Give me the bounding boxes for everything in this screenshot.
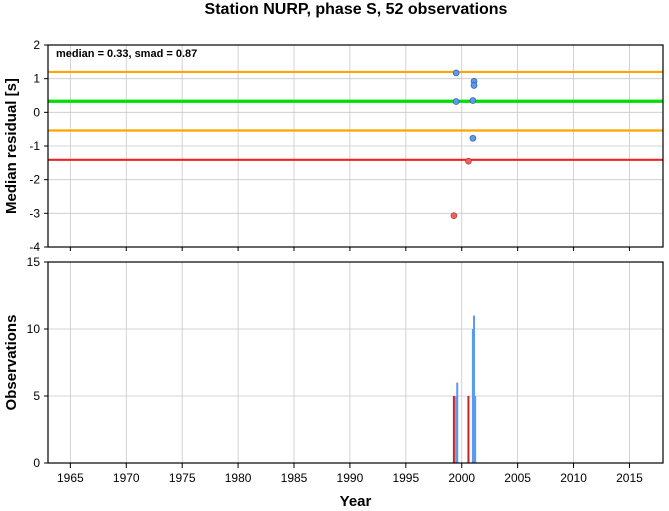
year-x-tick-label: 1990 bbox=[337, 471, 364, 485]
year-x-ticks: 1965 1970 1975 1980 1985 1990 1995 2000 2005 2010… bbox=[57, 463, 643, 485]
outlier-point bbox=[450, 212, 458, 219]
year-x-tick-label: 1980 bbox=[225, 471, 252, 485]
year-x-tick-label: 1970 bbox=[113, 471, 140, 485]
observation-bar bbox=[455, 396, 458, 463]
year-x-tick-label: 1975 bbox=[169, 471, 196, 485]
observations-plot-frame bbox=[47, 261, 664, 464]
residual-panel: -4 -3 -2 -1 0 1 2 median = 0.33, smad = 0.87 M… bbox=[3, 38, 664, 254]
residual-point bbox=[469, 134, 477, 142]
residual-y-tick-label: -1 bbox=[29, 139, 40, 153]
observations-bars bbox=[452, 315, 477, 463]
median-smad-annotation: median = 0.33, smad = 0.87 bbox=[56, 48, 197, 60]
residual-grid bbox=[48, 44, 663, 248]
observation-bar bbox=[474, 396, 477, 463]
outlier-bar bbox=[467, 396, 470, 463]
residual-y-tick-label: -3 bbox=[29, 206, 40, 220]
residual-y-tick-label: 2 bbox=[33, 38, 40, 52]
year-x-tick-label: 2005 bbox=[504, 471, 531, 485]
observations-grid bbox=[48, 261, 663, 464]
observations-y-axis-label: Observations bbox=[3, 315, 20, 411]
residual-point bbox=[470, 82, 478, 89]
observation-bar bbox=[471, 329, 474, 463]
residual-y-tick-label: 0 bbox=[33, 105, 40, 119]
year-x-tick-label: 1995 bbox=[392, 471, 419, 485]
year-x-tick-label: 1985 bbox=[281, 471, 308, 485]
residual-point bbox=[452, 69, 460, 77]
residual-point bbox=[452, 98, 460, 105]
chart-title: Station NURP, phase S, 52 observations bbox=[205, 1, 508, 18]
observation-bar bbox=[473, 315, 476, 463]
observations-y-tick-label: 5 bbox=[33, 389, 40, 403]
year-x-tick-label: 1965 bbox=[57, 471, 84, 485]
observations-y-tick-label: 0 bbox=[33, 456, 40, 470]
residual-reference-lines bbox=[48, 70, 663, 161]
residual-y-axis-label: Median residual [s] bbox=[3, 78, 20, 214]
residual-points bbox=[450, 69, 478, 219]
year-x-tick-label: 2000 bbox=[448, 471, 475, 485]
observations-y-tick-label: 10 bbox=[27, 322, 41, 336]
observation-bar bbox=[456, 382, 459, 463]
observations-y-tick-label: 15 bbox=[27, 255, 41, 269]
residual-y-ticks: -4 -3 -2 -1 0 1 2 bbox=[29, 38, 630, 254]
residual-y-tick-label: -2 bbox=[29, 173, 40, 187]
outlier-bar bbox=[452, 396, 455, 463]
residual-point bbox=[469, 97, 477, 104]
residual-y-tick-label: 1 bbox=[33, 72, 40, 86]
observations-y-ticks: 0 5 10 15 bbox=[27, 255, 48, 470]
year-x-axis-label: Year bbox=[340, 493, 372, 510]
residual-y-tick-label: -4 bbox=[29, 240, 40, 254]
year-x-tick-label: 2015 bbox=[616, 471, 643, 485]
outlier-point bbox=[465, 157, 472, 165]
year-x-tick-label: 2010 bbox=[560, 471, 587, 485]
observations-panel: 0 5 10 15 1965 1970 1975 1980 1985 1990 1995 2000 2… bbox=[3, 255, 664, 510]
